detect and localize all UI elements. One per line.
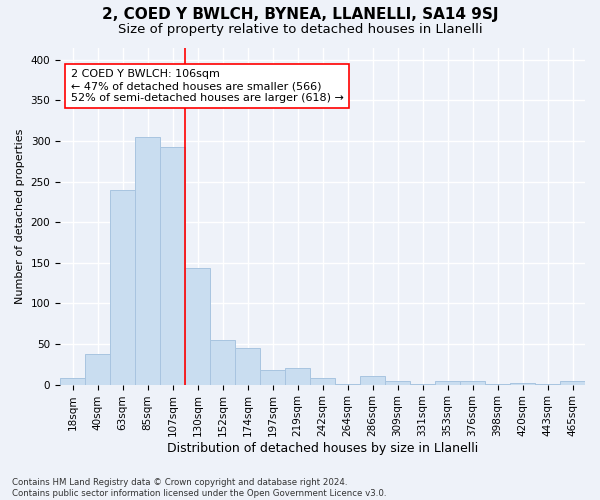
Bar — [235, 348, 260, 385]
Bar — [560, 382, 585, 384]
Bar — [85, 354, 110, 384]
Bar — [260, 370, 285, 384]
Y-axis label: Number of detached properties: Number of detached properties — [15, 128, 25, 304]
Bar — [460, 382, 485, 384]
Bar — [110, 190, 135, 384]
Bar — [135, 137, 160, 384]
Text: Size of property relative to detached houses in Llanelli: Size of property relative to detached ho… — [118, 22, 482, 36]
Bar — [360, 376, 385, 384]
Bar — [60, 378, 85, 384]
Text: Contains HM Land Registry data © Crown copyright and database right 2024.
Contai: Contains HM Land Registry data © Crown c… — [12, 478, 386, 498]
Bar — [510, 383, 535, 384]
Bar — [160, 148, 185, 384]
Bar — [185, 268, 210, 384]
Text: 2, COED Y BWLCH, BYNEA, LLANELLI, SA14 9SJ: 2, COED Y BWLCH, BYNEA, LLANELLI, SA14 9… — [102, 8, 498, 22]
Bar — [310, 378, 335, 384]
X-axis label: Distribution of detached houses by size in Llanelli: Distribution of detached houses by size … — [167, 442, 478, 455]
Text: 2 COED Y BWLCH: 106sqm
← 47% of detached houses are smaller (566)
52% of semi-de: 2 COED Y BWLCH: 106sqm ← 47% of detached… — [71, 70, 343, 102]
Bar — [435, 382, 460, 384]
Bar — [285, 368, 310, 384]
Bar — [385, 380, 410, 384]
Bar — [210, 340, 235, 384]
